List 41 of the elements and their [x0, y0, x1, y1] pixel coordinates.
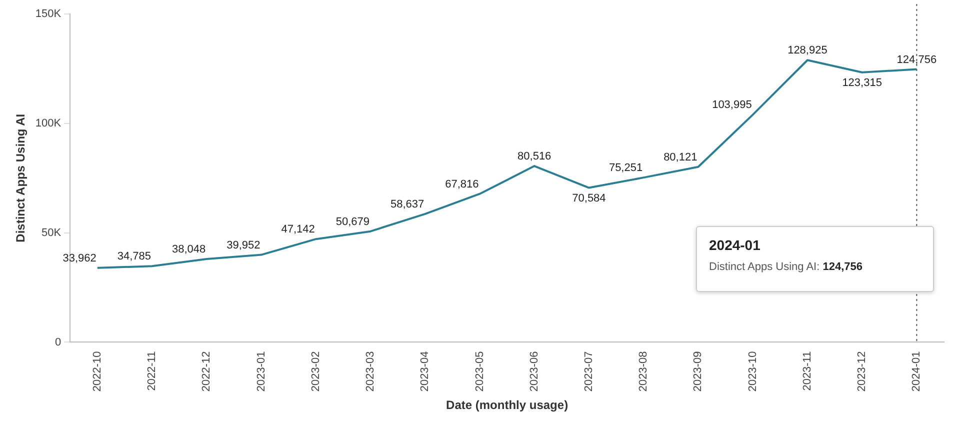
- data-label: 124,756: [896, 54, 937, 66]
- x-tick-label: 2023-06: [528, 351, 540, 392]
- data-label: 50,679: [336, 216, 370, 228]
- x-tick-label: 2023-12: [856, 351, 868, 392]
- y-tick-label: 100K: [35, 117, 62, 130]
- data-label: 39,952: [226, 239, 260, 252]
- data-label: 38,048: [172, 244, 206, 256]
- data-label: 128,925: [788, 44, 828, 57]
- x-tick-label: 2023-10: [746, 351, 759, 392]
- data-label: 123,315: [842, 76, 882, 89]
- data-label: 80,121: [664, 151, 698, 164]
- y-tick-label: 150K: [35, 8, 62, 20]
- annotation: 2024-01: [709, 237, 762, 253]
- tooltip-box: 2024-01 Distinct Apps Using AI: 124,756: [696, 226, 934, 292]
- data-label: 67,816: [445, 178, 479, 190]
- data-label: 58,637: [390, 198, 424, 210]
- data-label: 70,584: [572, 192, 606, 204]
- data-label: 80,516: [518, 150, 552, 163]
- x-tick-label: 2023-11: [801, 351, 814, 391]
- x-tick-label: 2022-11: [146, 351, 158, 391]
- x-tick-label: 2022-10: [91, 351, 104, 392]
- x-tick-label: 2022-12: [200, 351, 213, 392]
- data-label: 47,142: [281, 224, 315, 236]
- data-label: 33,962: [62, 252, 96, 264]
- x-axis-title: Date (monthly usage): [446, 398, 568, 412]
- x-tick-label: 2023-03: [364, 351, 377, 392]
- y-tick-label: 50K: [42, 226, 62, 239]
- x-tick-label: 2023-04: [419, 351, 432, 392]
- x-tick-label: 2024-01: [910, 351, 923, 392]
- data-label: 103,995: [712, 99, 752, 112]
- data-label: 75,251: [608, 162, 643, 174]
- x-tick-label: 2023-01: [255, 351, 268, 392]
- x-tick-label: 2023-08: [638, 351, 650, 392]
- x-tick-label: 2023-09: [692, 351, 704, 392]
- x-tick-label: 2023-02: [310, 351, 322, 392]
- annotation: Distinct Apps Using AI: 124,756: [709, 261, 864, 273]
- x-tick-label: 2023-05: [474, 351, 486, 392]
- y-axis-title: Distinct Apps Using AI: [14, 114, 28, 242]
- y-tick-label: 0: [54, 336, 62, 348]
- x-tick-label: 2023-07: [583, 351, 596, 392]
- data-label: 34,785: [117, 250, 152, 263]
